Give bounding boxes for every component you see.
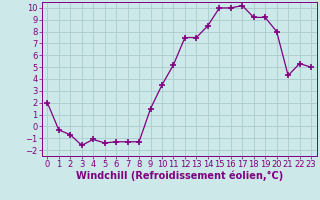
X-axis label: Windchill (Refroidissement éolien,°C): Windchill (Refroidissement éolien,°C) (76, 171, 283, 181)
